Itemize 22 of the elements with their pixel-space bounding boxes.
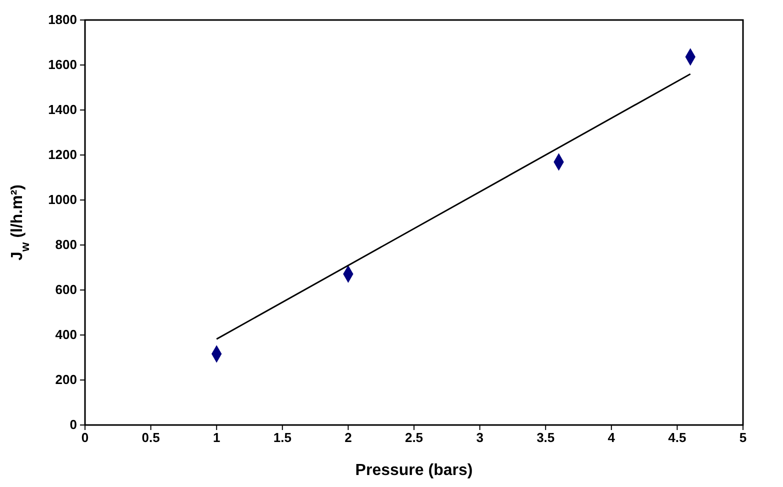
- y-tick-label: 0: [70, 417, 77, 432]
- y-tick-label: 1400: [48, 102, 77, 118]
- y-tick-label: 1600: [48, 57, 77, 72]
- y-tick-label: 200: [55, 372, 77, 388]
- x-tick-label: 3.5: [536, 430, 555, 446]
- y-tick-label: 1000: [48, 192, 77, 208]
- x-tick-label: 1.5: [273, 430, 292, 446]
- y-tick-label: 800: [55, 237, 77, 252]
- y-tick-label: 600: [55, 282, 77, 298]
- x-tick-label: 0.5: [142, 430, 160, 446]
- x-tick-label: 4.5: [668, 430, 686, 446]
- x-tick-label: 1: [212, 430, 220, 446]
- y-tick-label: 1800: [48, 12, 77, 28]
- y-tick-label: 400: [55, 327, 77, 342]
- y-tick-label: 1200: [48, 147, 77, 162]
- x-tick-label: 2.5: [404, 430, 424, 446]
- x-tick-label: 5: [739, 430, 747, 446]
- x-tick-label: 2: [344, 430, 352, 446]
- x-tick-label: 4: [608, 430, 616, 446]
- x-tick-label: 0: [81, 430, 89, 446]
- x-axis-title: Pressure (bars): [355, 462, 473, 479]
- x-tick-label: 3: [476, 430, 484, 446]
